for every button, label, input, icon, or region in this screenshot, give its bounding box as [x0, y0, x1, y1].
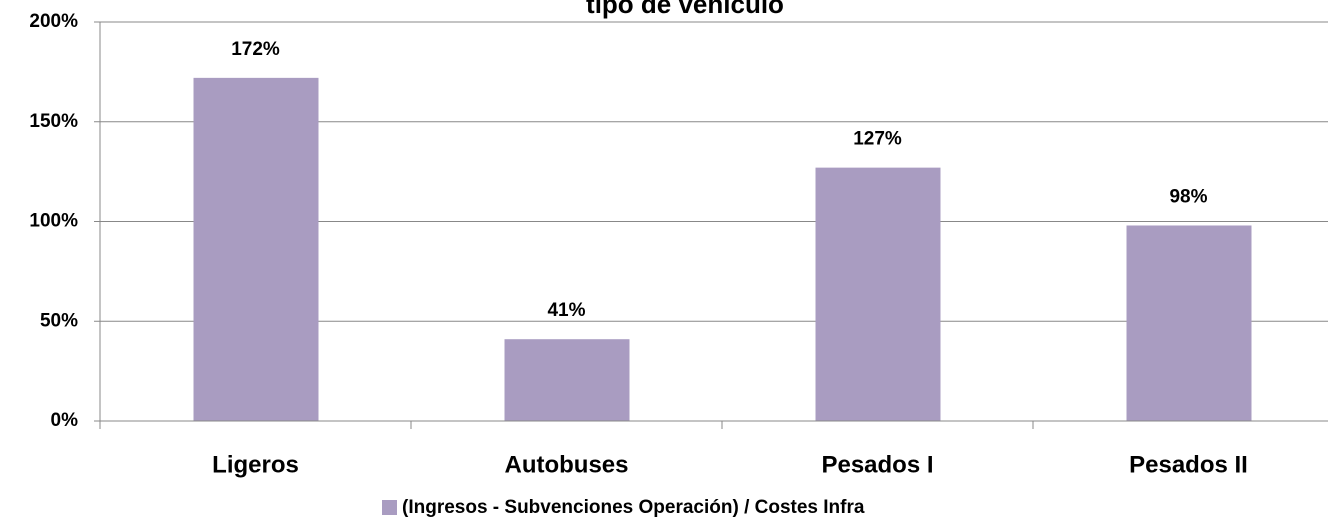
- data-label: 98%: [1169, 187, 1207, 208]
- y-tick-label: 0%: [51, 410, 79, 431]
- bar: [193, 77, 319, 422]
- x-tick-label: Ligeros: [212, 451, 299, 478]
- legend-label: (Ingresos - Subvenciones Operación) / Co…: [402, 497, 865, 518]
- data-label: 172%: [231, 39, 280, 60]
- data-label: 41%: [547, 300, 585, 321]
- chart-title: tipo de vehículo: [586, 0, 784, 19]
- y-tick-label: 150%: [29, 111, 78, 132]
- data-label: 127%: [853, 129, 902, 150]
- x-tick-label: Pesados I: [821, 451, 933, 478]
- legend-swatch: [382, 500, 397, 515]
- bar: [815, 167, 941, 421]
- x-tick-label: Pesados II: [1129, 451, 1248, 478]
- y-tick-label: 100%: [29, 211, 78, 232]
- x-tick-label: Autobuses: [504, 451, 628, 478]
- y-tick-label: 50%: [40, 310, 78, 331]
- bar: [504, 339, 630, 421]
- y-tick-label: 200%: [29, 11, 78, 32]
- bar: [1126, 225, 1252, 421]
